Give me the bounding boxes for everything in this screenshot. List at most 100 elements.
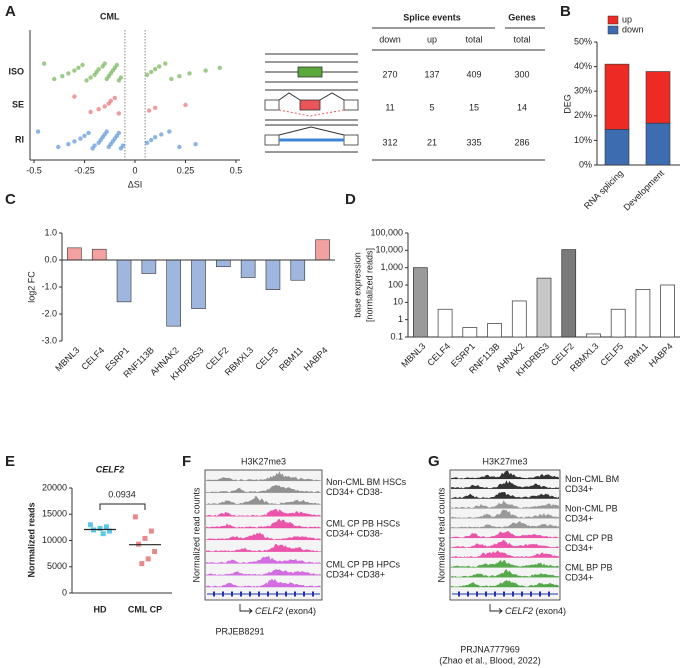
y-axis-label: Normalized read counts: [436, 487, 446, 583]
point: [86, 130, 91, 136]
gene-exon: [539, 591, 541, 597]
point: [148, 69, 154, 75]
signal-track: [451, 491, 559, 499]
legend-label: down: [622, 24, 644, 34]
y-tick-label: 30%: [574, 86, 592, 96]
point: [107, 528, 113, 534]
point: [35, 129, 41, 134]
bar-segment: [604, 129, 630, 166]
table-cell: 11: [385, 102, 394, 112]
y-tick-label: -1.0: [41, 281, 57, 291]
legend-label: up: [622, 14, 632, 24]
panel-letter: F: [182, 453, 191, 470]
point: [139, 561, 145, 567]
x-tick-label: HD: [94, 604, 107, 614]
point: [146, 108, 152, 113]
point: [157, 64, 162, 69]
y-tick-label: 10,000: [375, 245, 403, 255]
chart-title: CELF2: [96, 464, 125, 474]
gene-note: (exon4): [533, 606, 566, 616]
gene-note: (exon4): [283, 606, 316, 616]
point: [203, 68, 208, 73]
point: [144, 140, 150, 145]
y-tick-label: 1: [398, 314, 403, 324]
track-title: H3K27me3: [241, 456, 286, 466]
bar: [91, 248, 107, 261]
gene-exon: [485, 591, 487, 597]
point: [92, 143, 97, 148]
diagram-junction: [278, 126, 345, 136]
signal-track: [206, 509, 321, 517]
signal-track: [451, 580, 559, 587]
group-label: CML BP PB: [565, 563, 613, 573]
y-axis-label: log2 FC: [26, 271, 36, 303]
x-tick-label: CML CP: [128, 604, 162, 614]
table-cell: 270: [382, 69, 397, 79]
y-tick-label: 1,000: [380, 262, 403, 272]
point: [87, 522, 93, 528]
x-tick-label: CELF4: [425, 341, 452, 368]
category-label: RI: [15, 134, 24, 144]
point: [72, 68, 77, 73]
diagram-exon: [343, 134, 359, 146]
y-tick-label: 10000: [42, 535, 67, 545]
point: [100, 531, 106, 537]
bar: [240, 259, 256, 278]
table-cell: 21: [427, 137, 437, 147]
x-tick-label: CELF5: [253, 345, 280, 372]
gene-exon: [494, 591, 496, 597]
y-tick-label: 0%: [579, 159, 592, 169]
point: [159, 132, 164, 137]
point: [145, 556, 151, 562]
gene-exon: [285, 591, 287, 597]
gene-exon: [467, 591, 469, 597]
table-column: total: [465, 34, 482, 44]
bar: [141, 259, 157, 274]
bar: [462, 327, 478, 338]
category-label: SE: [12, 99, 24, 109]
signal-track: [206, 543, 321, 552]
group-label: CD34+: [565, 573, 593, 583]
x-tick-label: -0.25: [74, 165, 95, 175]
group-label: Non-CML BM: [565, 474, 619, 484]
point: [56, 144, 61, 150]
bar: [191, 259, 206, 309]
signal-track: [451, 531, 559, 538]
bar: [216, 259, 231, 268]
table-cell: 14: [517, 102, 527, 112]
panel-letter: C: [5, 191, 16, 208]
point: [97, 525, 103, 531]
gene-exon: [530, 591, 532, 597]
bar: [413, 267, 428, 338]
point: [148, 137, 154, 143]
point: [148, 528, 154, 534]
legend-swatch: [607, 15, 619, 25]
point: [167, 129, 172, 134]
point: [183, 102, 188, 108]
x-tick-label: RNA splicing: [582, 168, 625, 211]
y-tick-label: -2.0: [41, 308, 57, 318]
y-tick-label: 20%: [574, 110, 592, 120]
bar-segment: [604, 63, 630, 130]
point: [108, 98, 113, 104]
point: [177, 144, 182, 150]
p-value: 0.0934: [108, 489, 136, 499]
signal-track: [451, 550, 559, 558]
bar: [290, 259, 306, 281]
y-axis-label: base expression: [352, 252, 362, 318]
point: [76, 65, 81, 71]
y-tick-label: 10: [393, 297, 403, 307]
x-tick-label: CELF4: [79, 345, 106, 372]
point: [132, 514, 138, 520]
gene-exon: [267, 591, 269, 597]
x-tick-label: HABP4: [302, 345, 330, 373]
gene-label: CELF2 (exon4): [505, 606, 566, 616]
gene-exon: [548, 591, 550, 597]
diagram-exon: [264, 134, 280, 146]
bar: [660, 284, 675, 338]
legend-swatch: [607, 25, 619, 35]
y-tick-label: 0.0: [44, 254, 57, 264]
diagram-exon: [264, 99, 280, 111]
point: [60, 74, 65, 79]
x-tick-label: -0.5: [26, 165, 42, 175]
